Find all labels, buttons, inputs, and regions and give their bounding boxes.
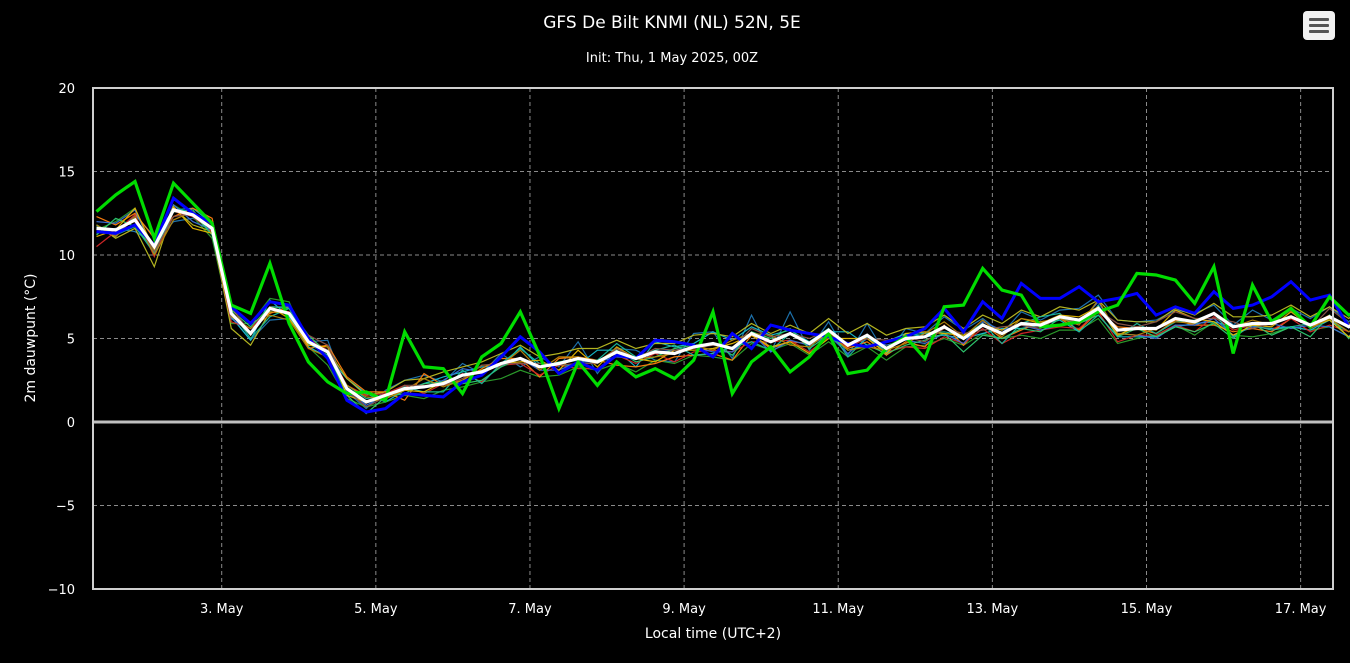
y-axis-label: 2m dauwpunt (°C) <box>23 273 39 402</box>
x-tick-label: 15. May <box>1121 602 1173 617</box>
ensemble-member-line <box>96 210 1350 400</box>
plot-border <box>92 87 1334 590</box>
x-tick-label: 11. May <box>812 602 864 617</box>
main-series <box>95 178 1350 414</box>
x-tick-label: 3. May <box>200 602 244 617</box>
chart-subtitle: Init: Thu, 1 May 2025, 00Z <box>586 51 758 66</box>
x-tick-label: 7. May <box>508 602 552 617</box>
x-axis-label: Local time (UTC+2) <box>645 626 781 642</box>
grid <box>93 88 1333 589</box>
ensemble-member-line <box>96 204 1350 408</box>
hamburger-menu-icon[interactable] <box>1303 11 1335 40</box>
x-tick-label: 5. May <box>354 602 398 617</box>
y-tick-labels: 20 15 10 5 0 −5 −10 <box>48 82 75 598</box>
y-tick-label: 15 <box>58 166 75 181</box>
chart-title: GFS De Bilt KNMI (NL) 52N, 5E <box>543 13 801 33</box>
y-tick-label: 10 <box>58 249 75 264</box>
x-tick-label: 9. May <box>662 602 706 617</box>
y-tick-label: 5 <box>67 333 75 348</box>
y-tick-label: 20 <box>58 82 75 97</box>
y-tick-label: −10 <box>48 583 75 598</box>
y-tick-label: −5 <box>56 500 75 515</box>
y-tick-label: 0 <box>67 416 75 431</box>
x-tick-label: 17. May <box>1275 602 1327 617</box>
operational-line <box>95 178 1350 414</box>
x-tick-labels: 3. May 5. May 7. May 9. May 11. May 13. May 15… <box>200 602 1327 617</box>
ensemble-member-line <box>96 207 1350 402</box>
ensemble-member-line <box>96 207 1350 396</box>
control-line <box>96 195 1350 414</box>
ensemble-mean-line <box>96 208 1350 404</box>
x-tick-label: 13. May <box>967 602 1019 617</box>
